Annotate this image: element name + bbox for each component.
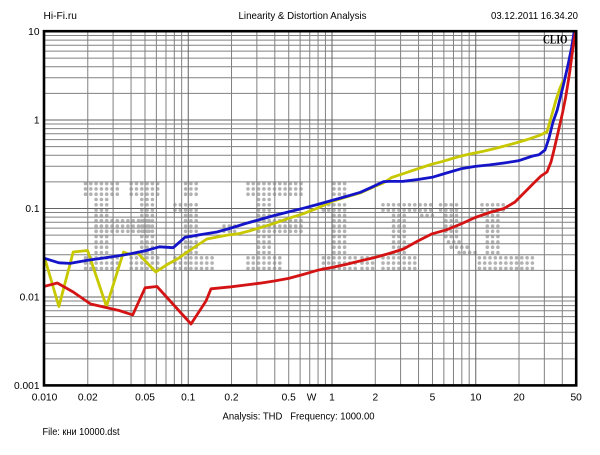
svg-text:0.02: 0.02 bbox=[78, 393, 98, 404]
svg-text:0.2: 0.2 bbox=[224, 393, 238, 404]
svg-text:1: 1 bbox=[329, 393, 335, 404]
svg-text:CLIO: CLIO bbox=[543, 33, 568, 47]
svg-text:2: 2 bbox=[372, 393, 378, 404]
svg-text:W: W bbox=[307, 393, 317, 404]
svg-text:Analysis: THD Frequency: 100: Analysis: THD Frequency: 1000.00 bbox=[223, 412, 375, 423]
svg-text:File: кни 10000.dst: File: кни 10000.dst bbox=[43, 427, 120, 438]
svg-text:Hi-Fi.ru: Hi-Fi.ru bbox=[44, 11, 77, 22]
svg-text:03.12.2011 16.34.20: 03.12.2011 16.34.20 bbox=[491, 11, 578, 22]
svg-text:50: 50 bbox=[571, 393, 583, 404]
svg-text:0.001: 0.001 bbox=[14, 381, 40, 392]
svg-text:10: 10 bbox=[470, 393, 482, 404]
svg-text:10: 10 bbox=[28, 27, 40, 38]
svg-text:0.05: 0.05 bbox=[135, 393, 155, 404]
svg-text:0.01: 0.01 bbox=[20, 293, 40, 304]
svg-text:0.5: 0.5 bbox=[282, 393, 296, 404]
svg-text:Linearity & Distortion Analysi: Linearity & Distortion Analysis bbox=[239, 11, 367, 22]
svg-text:5: 5 bbox=[430, 393, 436, 404]
svg-text:1: 1 bbox=[34, 116, 40, 127]
svg-text:0.1: 0.1 bbox=[25, 204, 39, 215]
svg-text:0.010: 0.010 bbox=[32, 393, 58, 404]
svg-text:20: 20 bbox=[513, 393, 525, 404]
svg-text:0.1: 0.1 bbox=[181, 393, 195, 404]
